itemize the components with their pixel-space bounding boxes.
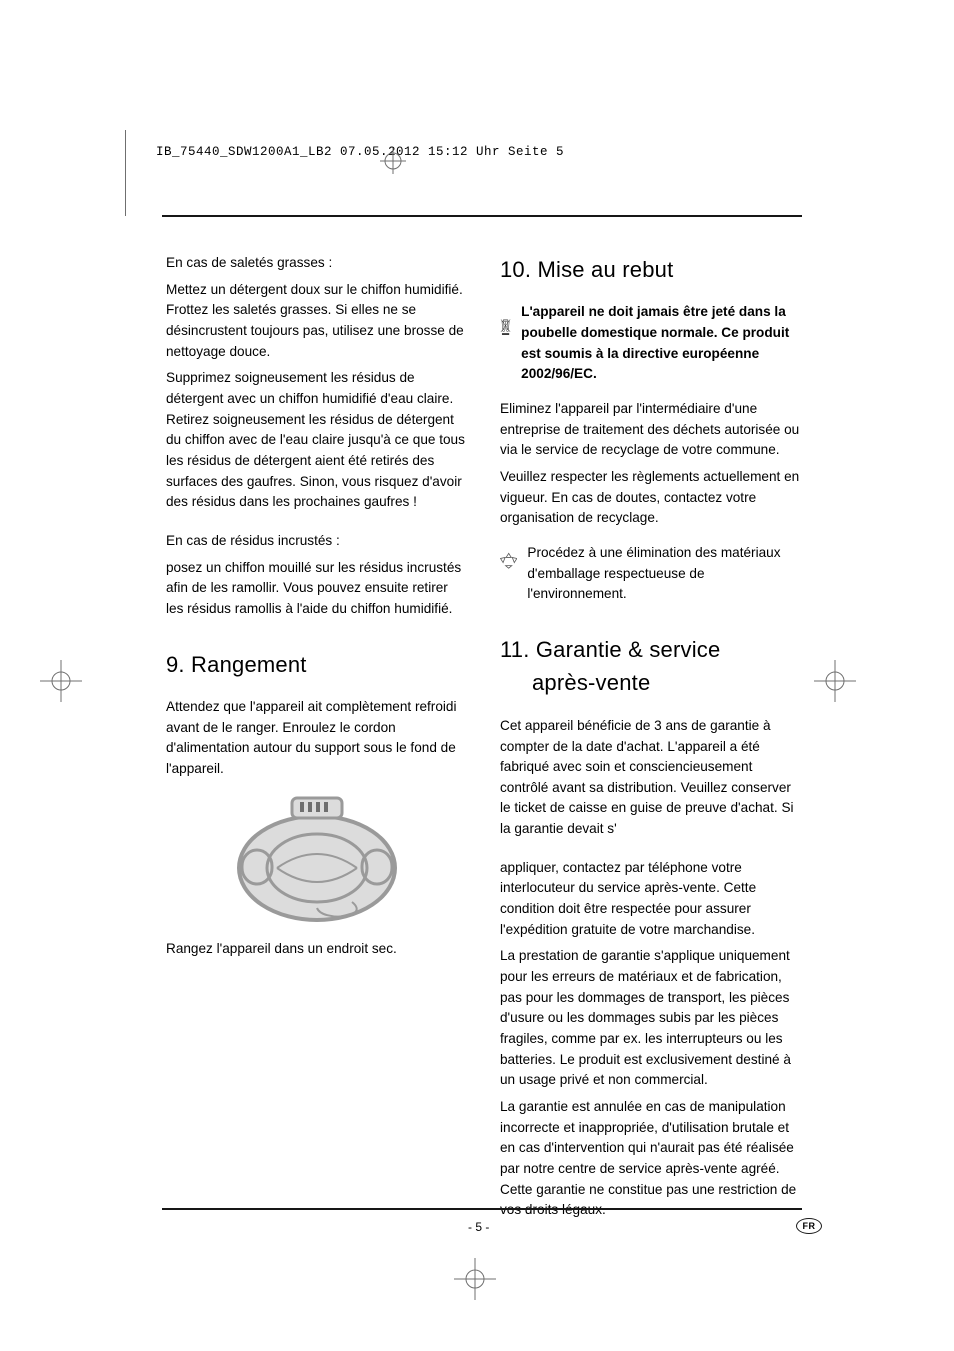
paragraph: appliquer, contactez par téléphone votre… [500,858,802,941]
device-figure [166,790,468,925]
registration-mark-bottom-icon [454,1258,496,1300]
paragraph: Cet appareil bénéficie de 3 ans de garan… [500,716,802,840]
paragraph: posez un chiffon mouillé sur les résidus… [166,558,468,620]
registration-mark-left-icon [40,660,82,702]
paragraph: Rangez l'appareil dans un endroit sec. [166,939,468,960]
content-columns: En cas de saletés grasses : Mettez un dé… [166,253,802,1227]
paragraph: Mettez un détergent doux sur le chiffon … [166,280,468,363]
heading-11-line2: après-vente [500,670,650,695]
heading-11-line1: 11. Garantie & service [500,637,720,662]
paragraph: Supprimez soigneusement les résidus de d… [166,368,468,513]
print-header: IB_75440_SDW1200A1_LB2 07.05.2012 15:12 … [156,145,802,159]
paragraph: Eliminez l'appareil par l'intermédiaire … [500,399,802,461]
language-badge: FR [796,1218,822,1234]
paragraph: Veuillez respecter les règlements actuel… [500,467,802,529]
page: IB_75440_SDW1200A1_LB2 07.05.2012 15:12 … [0,0,954,1351]
crop-mark-top-left [125,130,126,216]
weee-bin-icon [500,302,511,352]
paragraph: Attendez que l'appareil ait complètement… [166,697,468,780]
recycle-icon [500,543,517,577]
top-rule [162,215,802,217]
registration-mark-right-icon [814,660,856,702]
weee-notice: L'appareil ne doit jamais être jeté dans… [500,302,802,385]
recycle-notice: Procédez à une élimination des matériaux… [500,543,802,605]
bottom-rule [162,1208,802,1210]
heading-11: 11. Garantie & service après-vente [500,633,802,700]
heading-9: 9. Rangement [166,648,468,681]
heading-10: 10. Mise au rebut [500,253,802,286]
page-number: - 5 - [468,1220,489,1234]
waffle-maker-icon [222,790,412,925]
weee-text: L'appareil ne doit jamais être jeté dans… [521,302,802,385]
left-column: En cas de saletés grasses : Mettez un dé… [166,253,468,1227]
right-column: 10. Mise au rebut [500,253,802,1227]
paragraph: La prestation de garantie s'applique uni… [500,946,802,1091]
paragraph: En cas de résidus incrustés : [166,531,468,552]
recycle-text: Procédez à une élimination des matériaux… [527,543,802,605]
paragraph: En cas de saletés grasses : [166,253,468,274]
registration-mark-top-icon [380,148,406,174]
paragraph: La garantie est annulée en cas de manipu… [500,1097,802,1221]
